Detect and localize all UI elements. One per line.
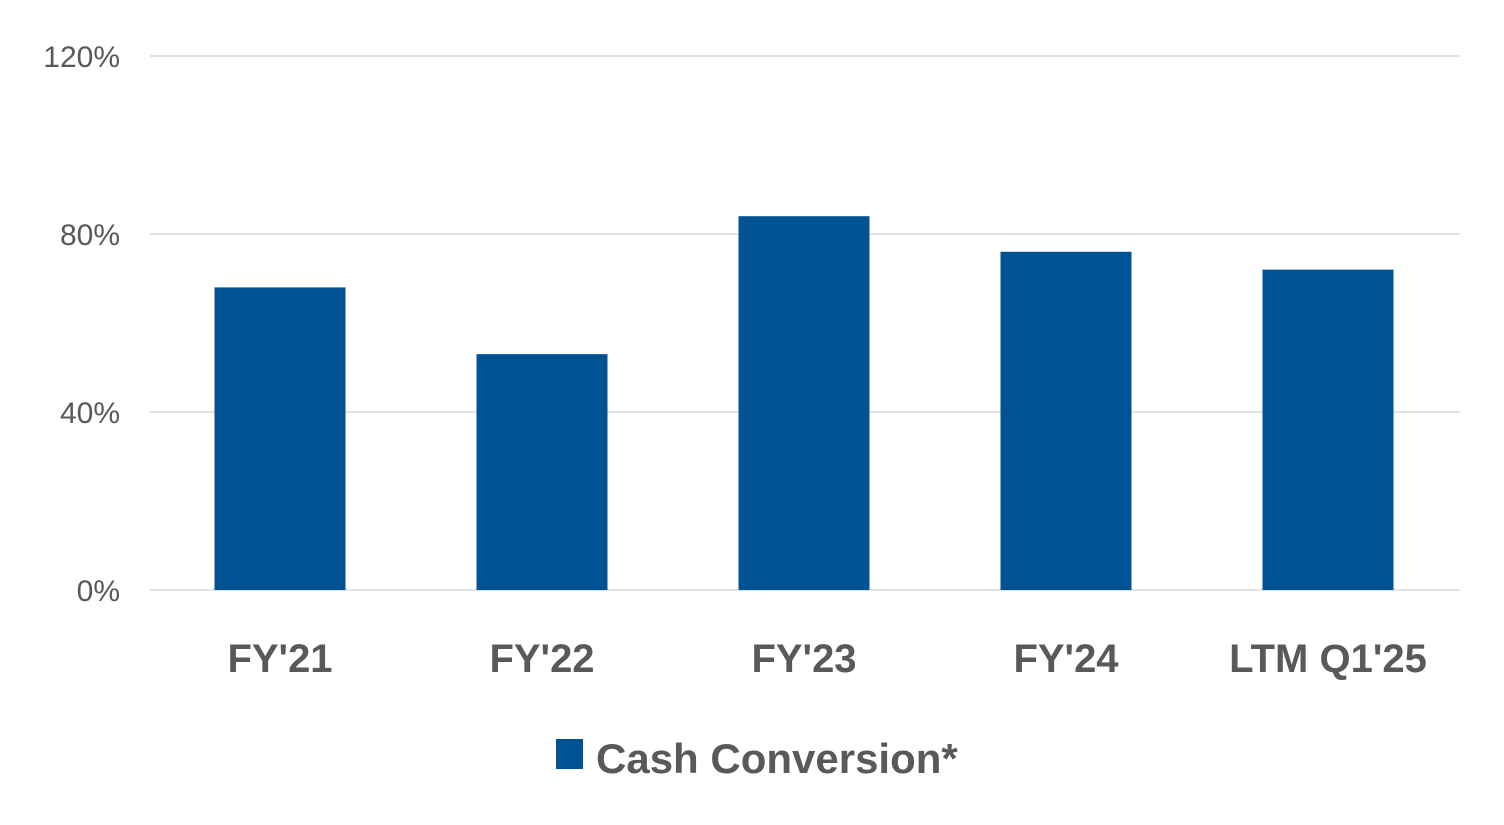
x-tick-label: FY'21 [227, 637, 332, 681]
bar-fy-24 [1000, 251, 1132, 591]
x-tick-label: FY'24 [1013, 637, 1119, 681]
bar-fy-23 [738, 216, 870, 590]
y-tick-label: 40% [60, 397, 120, 430]
x-tick-label: FY'23 [751, 637, 856, 681]
bar-fy-22 [476, 354, 608, 590]
x-tick-label: LTM Q1'25 [1229, 637, 1427, 681]
y-axis-ticks: 0% 40% 80% 120% [43, 41, 120, 608]
x-axis-labels: FY'21 FY'22 FY'23 FY'24 LTM Q1'25 [227, 637, 1426, 681]
y-tick-label: 120% [43, 41, 120, 74]
legend: Cash Conversion* [556, 735, 958, 782]
y-tick-label: 80% [60, 219, 120, 252]
y-tick-label: 0% [77, 575, 120, 608]
bar-fy-21 [214, 287, 346, 590]
bars [214, 216, 1394, 591]
x-tick-label: FY'22 [489, 637, 594, 681]
legend-label-cash-conversion: Cash Conversion* [596, 735, 958, 782]
legend-swatch-cash-conversion [556, 739, 583, 769]
bar-ltm-q1-25 [1262, 269, 1394, 590]
